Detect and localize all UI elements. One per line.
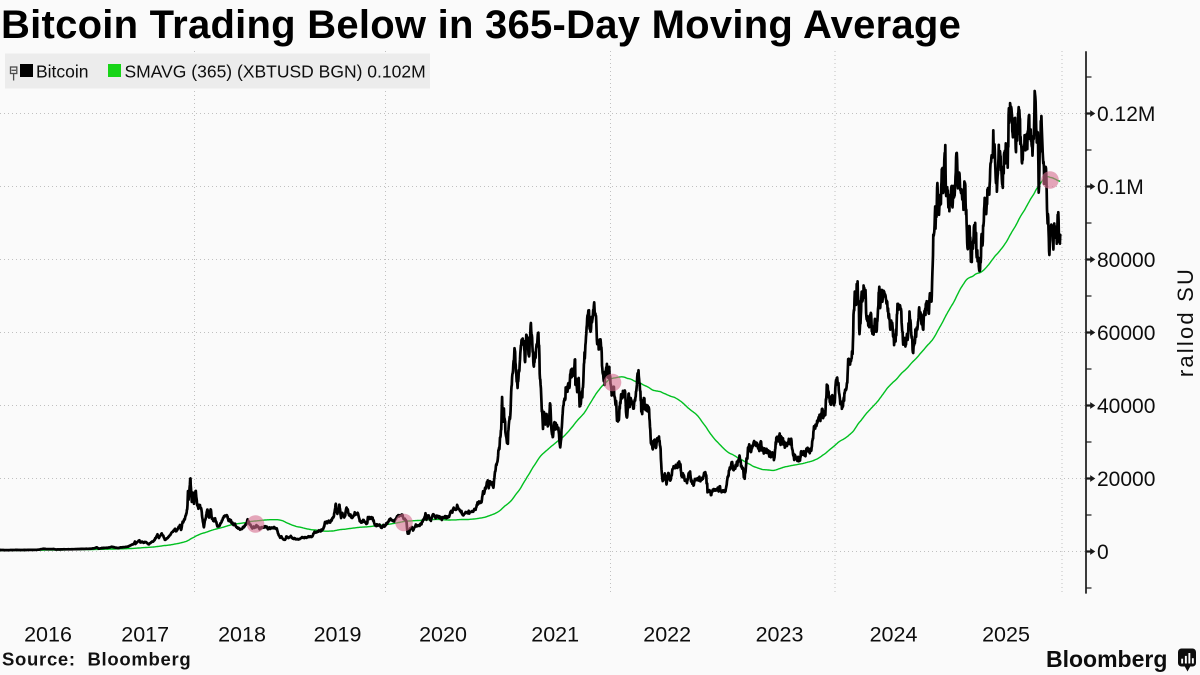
svg-text:2017: 2017 bbox=[121, 623, 169, 647]
svg-text:Source: Bloomberg: Source: Bloomberg bbox=[2, 649, 191, 670]
svg-text:80000: 80000 bbox=[1097, 249, 1155, 272]
svg-text:60000: 60000 bbox=[1097, 322, 1155, 345]
svg-text:40000: 40000 bbox=[1097, 395, 1155, 418]
svg-text:Bitcoin Trading Below in 365-D: Bitcoin Trading Below in 365-Day Moving … bbox=[1, 3, 961, 47]
svg-text:0.1M: 0.1M bbox=[1097, 176, 1144, 199]
svg-text:2016: 2016 bbox=[24, 623, 72, 647]
svg-text:rallod SU: rallod SU bbox=[1173, 267, 1198, 377]
svg-text:2024: 2024 bbox=[870, 623, 918, 647]
svg-text:Bloomberg: Bloomberg bbox=[1046, 646, 1167, 672]
svg-text:20000: 20000 bbox=[1097, 468, 1155, 491]
svg-text:2023: 2023 bbox=[756, 623, 804, 647]
svg-text:0.12M: 0.12M bbox=[1097, 103, 1155, 126]
svg-text:2020: 2020 bbox=[419, 623, 467, 647]
svg-text:2018: 2018 bbox=[218, 623, 266, 647]
svg-text:2021: 2021 bbox=[531, 623, 579, 647]
svg-text:0: 0 bbox=[1097, 541, 1109, 564]
svg-text:2025: 2025 bbox=[982, 623, 1030, 647]
svg-text:SMAVG (365) (XBTUSD BGN) 0.102: SMAVG (365) (XBTUSD BGN) 0.102M bbox=[125, 62, 426, 82]
svg-text:Bitcoin: Bitcoin bbox=[36, 62, 89, 82]
svg-text:2019: 2019 bbox=[314, 623, 362, 647]
svg-text:2022: 2022 bbox=[643, 623, 691, 647]
